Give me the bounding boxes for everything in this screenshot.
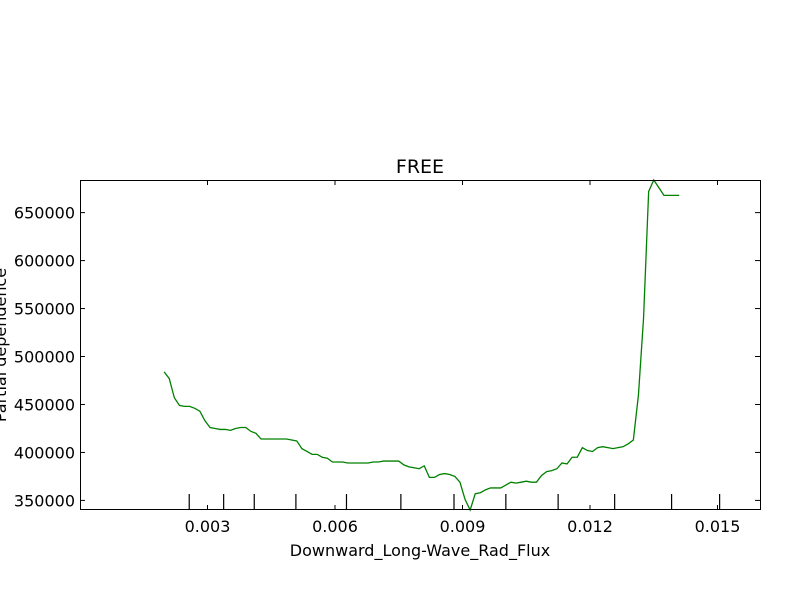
x-tick-label: 0.015 [695, 517, 741, 536]
y-axis-label: Partial dependence [0, 268, 10, 422]
x-axis-label: Downward_Long-Wave_Rad_Flux [290, 541, 550, 561]
y-axis: 350000 400000 450000 500000 550000 600000 6500… [14, 204, 760, 510]
y-tick-label: 400000 [14, 443, 75, 462]
rug-marks [188, 494, 721, 510]
y-tick-label: 450000 [14, 395, 75, 414]
y-tick-label: 550000 [14, 300, 75, 319]
y-tick-label: 650000 [14, 204, 75, 223]
x-tick-label: 0.003 [185, 517, 231, 536]
y-tick-label: 350000 [14, 491, 75, 510]
x-axis: 0.003 0.006 0.009 0.012 0.015 [185, 180, 741, 536]
x-tick-label: 0.012 [567, 517, 613, 536]
plot-area [163, 178, 680, 512]
x-tick-label: 0.009 [440, 517, 486, 536]
y-tick-label: 500000 [14, 348, 75, 367]
chart-title: FREE [396, 156, 444, 178]
y-tick-label: 600000 [14, 252, 75, 271]
plot-frame [80, 180, 761, 510]
series-line-1 [163, 178, 680, 512]
x-tick-label: 0.006 [312, 517, 358, 536]
